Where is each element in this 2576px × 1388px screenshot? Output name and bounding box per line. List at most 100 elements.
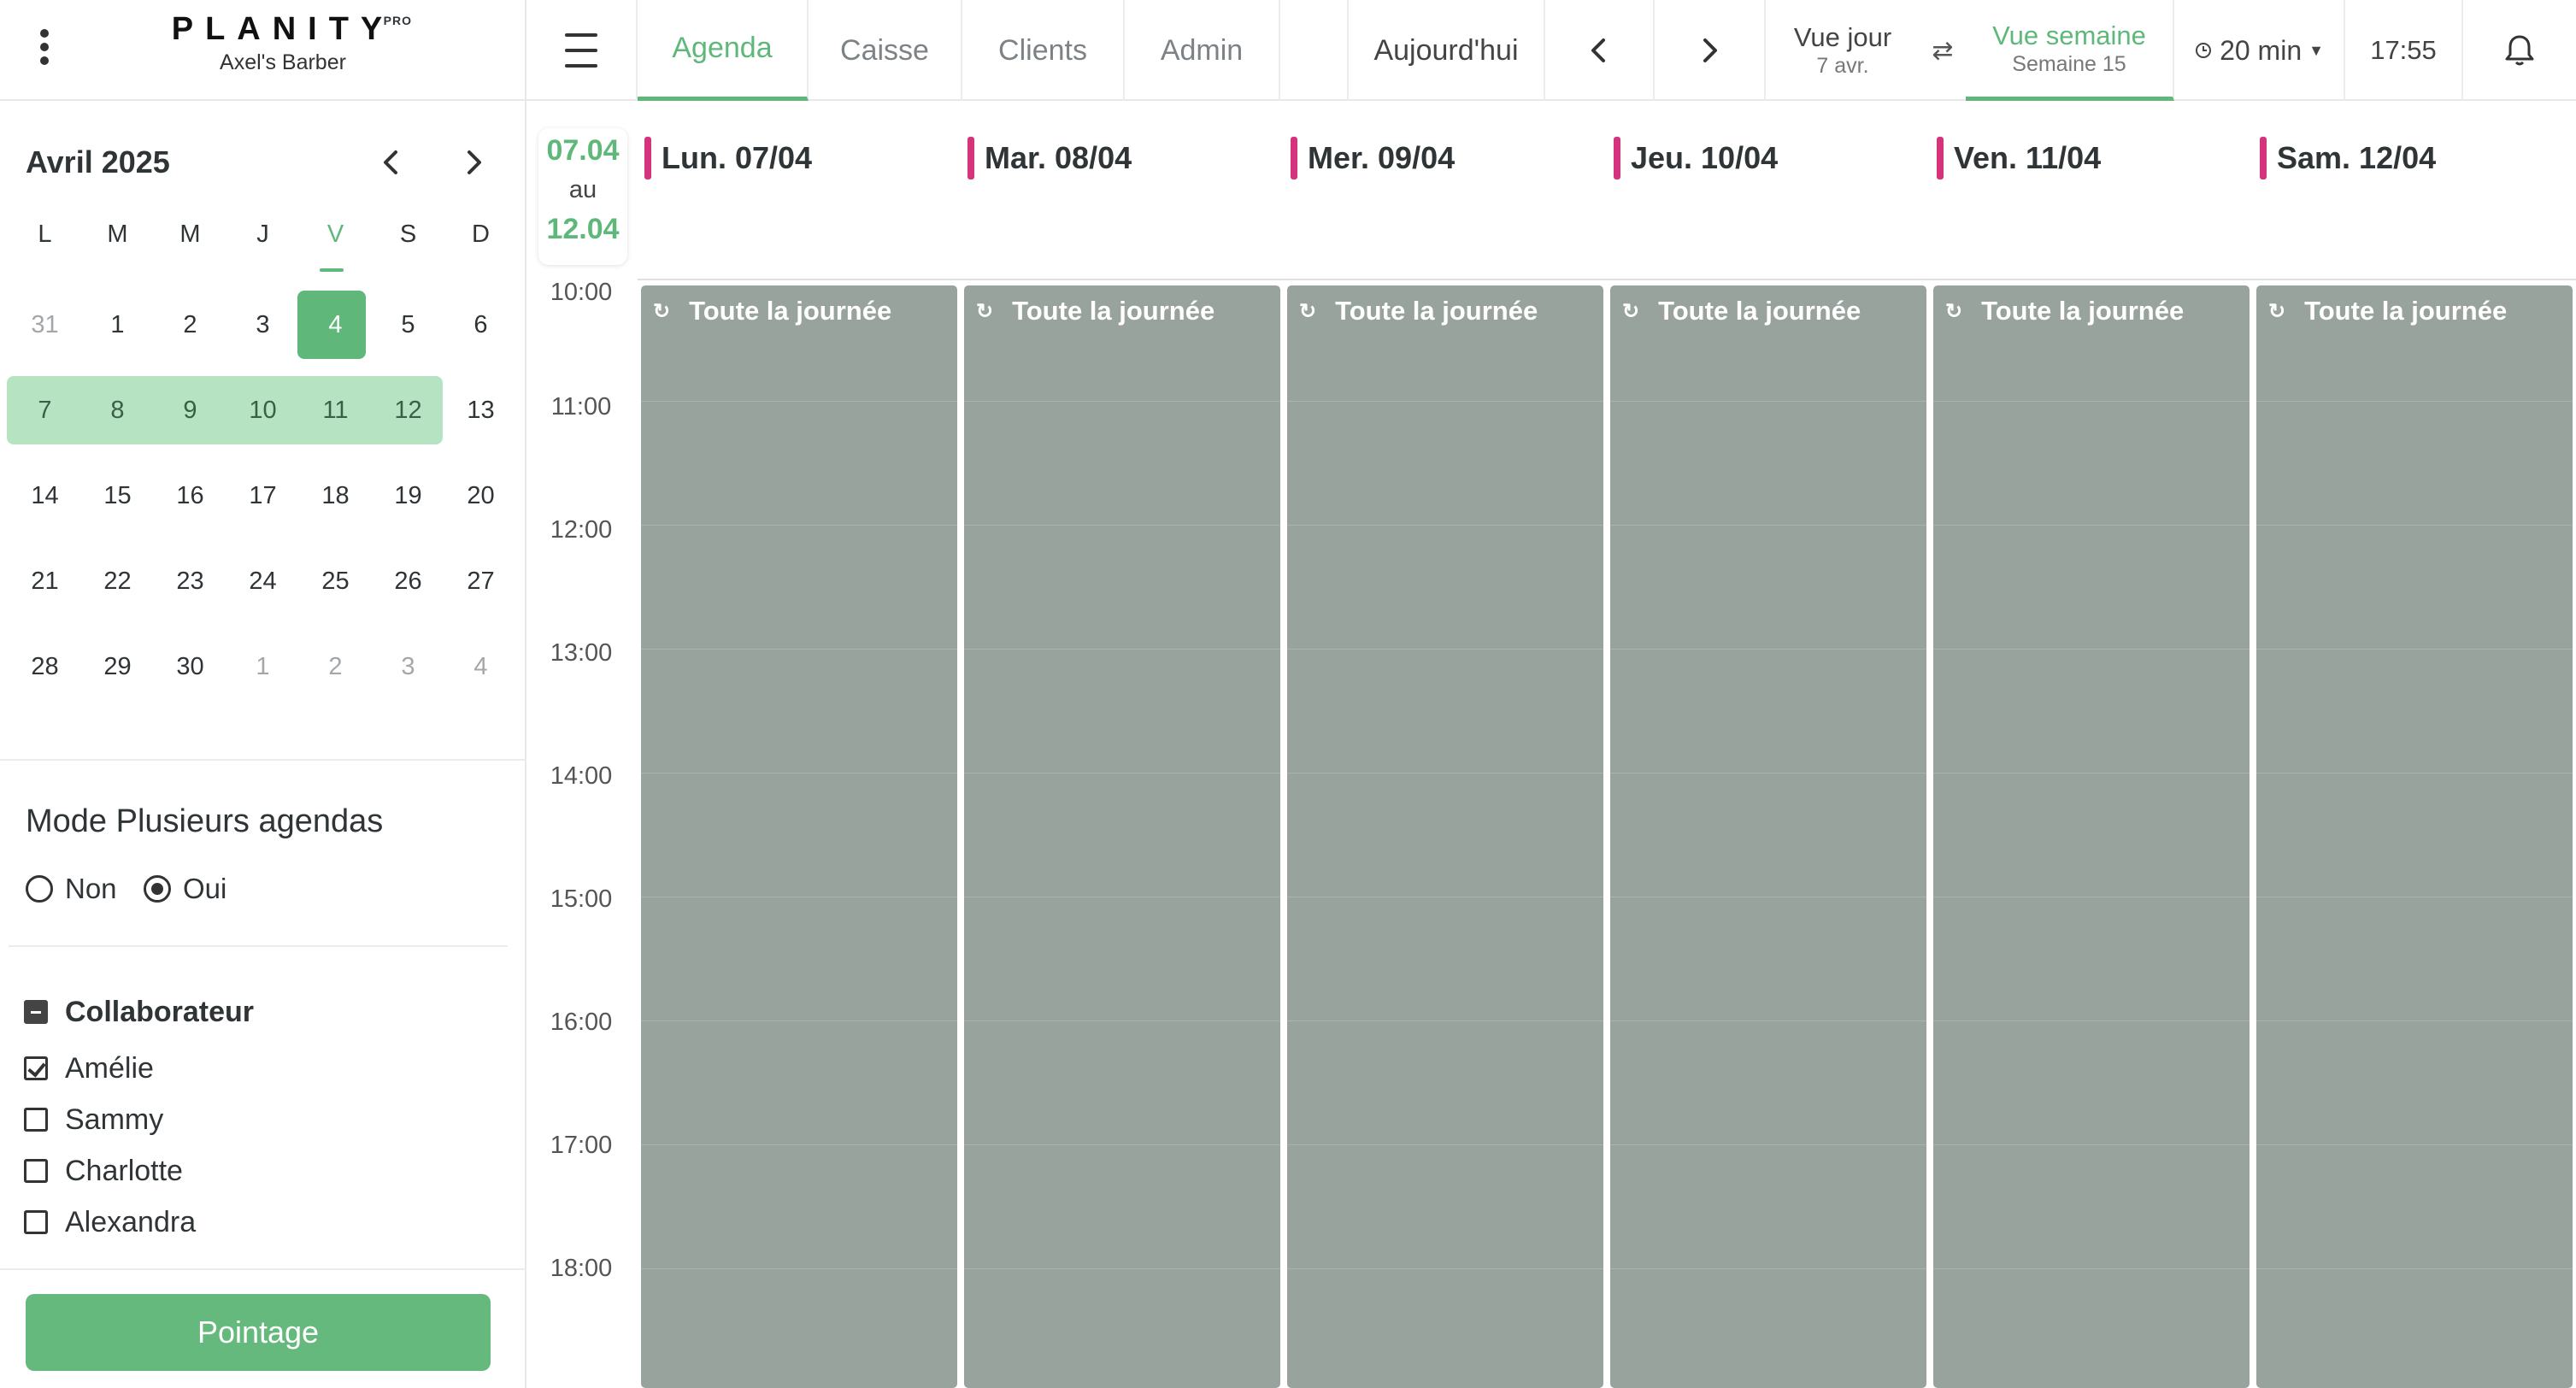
- mini-calendar-day[interactable]: 10: [249, 397, 277, 424]
- mini-calendar-day[interactable]: 12: [394, 397, 422, 424]
- weekday-header: M: [179, 221, 201, 248]
- day-header[interactable]: Ven. 11/04: [1937, 135, 2101, 181]
- prev-period-chevron-left-icon[interactable]: [1545, 0, 1655, 101]
- mini-calendar-day[interactable]: 3: [401, 653, 415, 680]
- event-label: Toute la journée: [1981, 296, 2185, 326]
- collaborator-checkbox[interactable]: Sammy: [24, 1103, 163, 1137]
- unchecked-checkbox-icon: [24, 1108, 48, 1132]
- mini-calendar-day[interactable]: 20: [467, 482, 495, 509]
- mini-calendar-day[interactable]: 5: [401, 311, 415, 338]
- top-nav: Agenda Caisse Clients Admin Aujourd'hui …: [526, 0, 2576, 101]
- mini-calendar-day[interactable]: 26: [394, 568, 422, 595]
- all-day-event[interactable]: ↻ Toute la journée: [641, 285, 957, 1388]
- hour-gridline: [641, 525, 957, 526]
- collaborator-checkbox[interactable]: Amélie: [24, 1051, 154, 1085]
- next-month-chevron-right-icon[interactable]: [453, 142, 494, 183]
- hour-gridline: [964, 1268, 1280, 1269]
- all-day-event[interactable]: ↻ Toute la journée: [1287, 285, 1603, 1388]
- prev-month-chevron-left-icon[interactable]: [371, 142, 412, 183]
- mini-calendar-day[interactable]: 27: [467, 568, 495, 595]
- mini-calendar-day[interactable]: 23: [176, 568, 204, 595]
- slot-duration-select[interactable]: 20 min ▼: [2174, 0, 2345, 101]
- salon-name: Axel's Barber: [220, 50, 346, 74]
- event-title: ↻ Toute la journée: [1299, 296, 1538, 326]
- collaborator-checkbox[interactable]: Charlotte: [24, 1154, 183, 1188]
- all-day-event[interactable]: ↻ Toute la journée: [1933, 285, 2250, 1388]
- mini-calendar-day[interactable]: 31: [31, 311, 59, 338]
- mini-calendar-day[interactable]: 7: [38, 397, 52, 424]
- view-day-button[interactable]: Vue jour 7 avr.: [1766, 0, 1920, 101]
- next-period-chevron-right-icon[interactable]: [1655, 0, 1766, 101]
- mini-calendar-day[interactable]: 1: [110, 311, 125, 338]
- mini-calendar-day[interactable]: 25: [321, 568, 350, 595]
- weekday-header: V: [326, 221, 344, 248]
- day-header[interactable]: Lun. 07/04: [644, 135, 812, 181]
- mini-calendar-day[interactable]: 9: [183, 397, 197, 424]
- mini-calendar-day[interactable]: 1: [256, 653, 270, 680]
- view-week-button[interactable]: Vue semaine Semaine 15: [1966, 0, 2174, 101]
- mini-calendar-day[interactable]: 30: [176, 653, 204, 680]
- mini-calendar-day[interactable]: 13: [467, 397, 495, 424]
- mini-calendar-day[interactable]: 4: [328, 311, 343, 338]
- day-marker: [1937, 137, 1944, 179]
- more-menu-icon[interactable]: [34, 26, 55, 74]
- bell-icon[interactable]: [2463, 0, 2576, 101]
- mini-calendar-day[interactable]: 4: [473, 653, 488, 680]
- mini-calendar-day[interactable]: 3: [256, 311, 270, 338]
- hour-gridline: [2256, 1020, 2573, 1021]
- all-day-event[interactable]: ↻ Toute la journée: [1610, 285, 1926, 1388]
- mini-calendar-day[interactable]: 18: [321, 482, 350, 509]
- today-button[interactable]: Aujourd'hui: [1349, 0, 1545, 101]
- mini-calendar-day[interactable]: 2: [328, 653, 343, 680]
- hour-gridline: [641, 1268, 957, 1269]
- mini-calendar-day[interactable]: 11: [322, 397, 349, 424]
- all-day-event[interactable]: ↻ Toute la journée: [964, 285, 1280, 1388]
- mode-no-radio[interactable]: Non: [26, 873, 117, 904]
- calendar-grid: [638, 282, 2576, 1388]
- range-from: 07.04: [546, 134, 620, 167]
- mini-calendar-day[interactable]: 19: [394, 482, 422, 509]
- day-header[interactable]: Sam. 12/04: [2260, 135, 2436, 181]
- mini-calendar-day[interactable]: 24: [249, 568, 277, 595]
- tab-clients[interactable]: Clients: [962, 0, 1125, 101]
- hour-gridline: [1933, 401, 2250, 402]
- month-title: Avril 2025: [26, 144, 170, 179]
- mini-calendar-day[interactable]: 8: [110, 397, 125, 424]
- collaborator-checkbox[interactable]: Alexandra: [24, 1205, 196, 1239]
- mini-calendar-day[interactable]: 16: [176, 482, 204, 509]
- mini-calendar-day[interactable]: 6: [473, 311, 488, 338]
- hour-gridline: [641, 401, 957, 402]
- mini-calendar-day[interactable]: 22: [103, 568, 132, 595]
- mini-calendar-day[interactable]: 17: [249, 482, 277, 509]
- tab-caisse[interactable]: Caisse: [809, 0, 962, 101]
- day-header[interactable]: Mer. 09/04: [1291, 135, 1455, 181]
- day-label: Mer. 09/04: [1308, 140, 1456, 175]
- mini-calendar-day[interactable]: 21: [31, 568, 59, 595]
- collaborator-group-checkbox[interactable]: Collaborateur: [24, 995, 254, 1029]
- mini-calendar-day[interactable]: 14: [31, 482, 59, 509]
- day-header[interactable]: Mar. 08/04: [967, 135, 1132, 181]
- mini-calendar-header: Avril 2025: [26, 142, 504, 183]
- swap-arrows-icon[interactable]: ⇄: [1932, 36, 1954, 65]
- mode-yes-label: Oui: [183, 873, 227, 904]
- brand-pro: PRO: [383, 14, 412, 27]
- collaborator-group-label: Collaborateur: [65, 995, 255, 1028]
- mode-yes-radio[interactable]: Oui: [144, 873, 226, 904]
- mini-calendar-day[interactable]: 28: [31, 653, 59, 680]
- mini-calendar-day[interactable]: 29: [103, 653, 132, 680]
- tab-admin[interactable]: Admin: [1125, 0, 1280, 101]
- hour-gridline: [1610, 1268, 1926, 1269]
- tab-agenda[interactable]: Agenda: [638, 0, 809, 101]
- mini-calendar-day[interactable]: 15: [103, 482, 132, 509]
- all-day-event[interactable]: ↻ Toute la journée: [2256, 285, 2573, 1388]
- day-marker: [644, 137, 651, 179]
- logo: PLANITY PRO Axel's Barber: [150, 9, 415, 75]
- weekday-header: S: [399, 221, 417, 248]
- hour-label: 12:00: [550, 516, 613, 544]
- mini-calendar-day[interactable]: 2: [183, 311, 197, 338]
- day-header[interactable]: Jeu. 10/04: [1614, 135, 1778, 181]
- hamburger-menu-icon[interactable]: [526, 0, 638, 101]
- pointage-button[interactable]: Pointage: [26, 1294, 491, 1371]
- recurring-icon: ↻: [2268, 299, 2286, 323]
